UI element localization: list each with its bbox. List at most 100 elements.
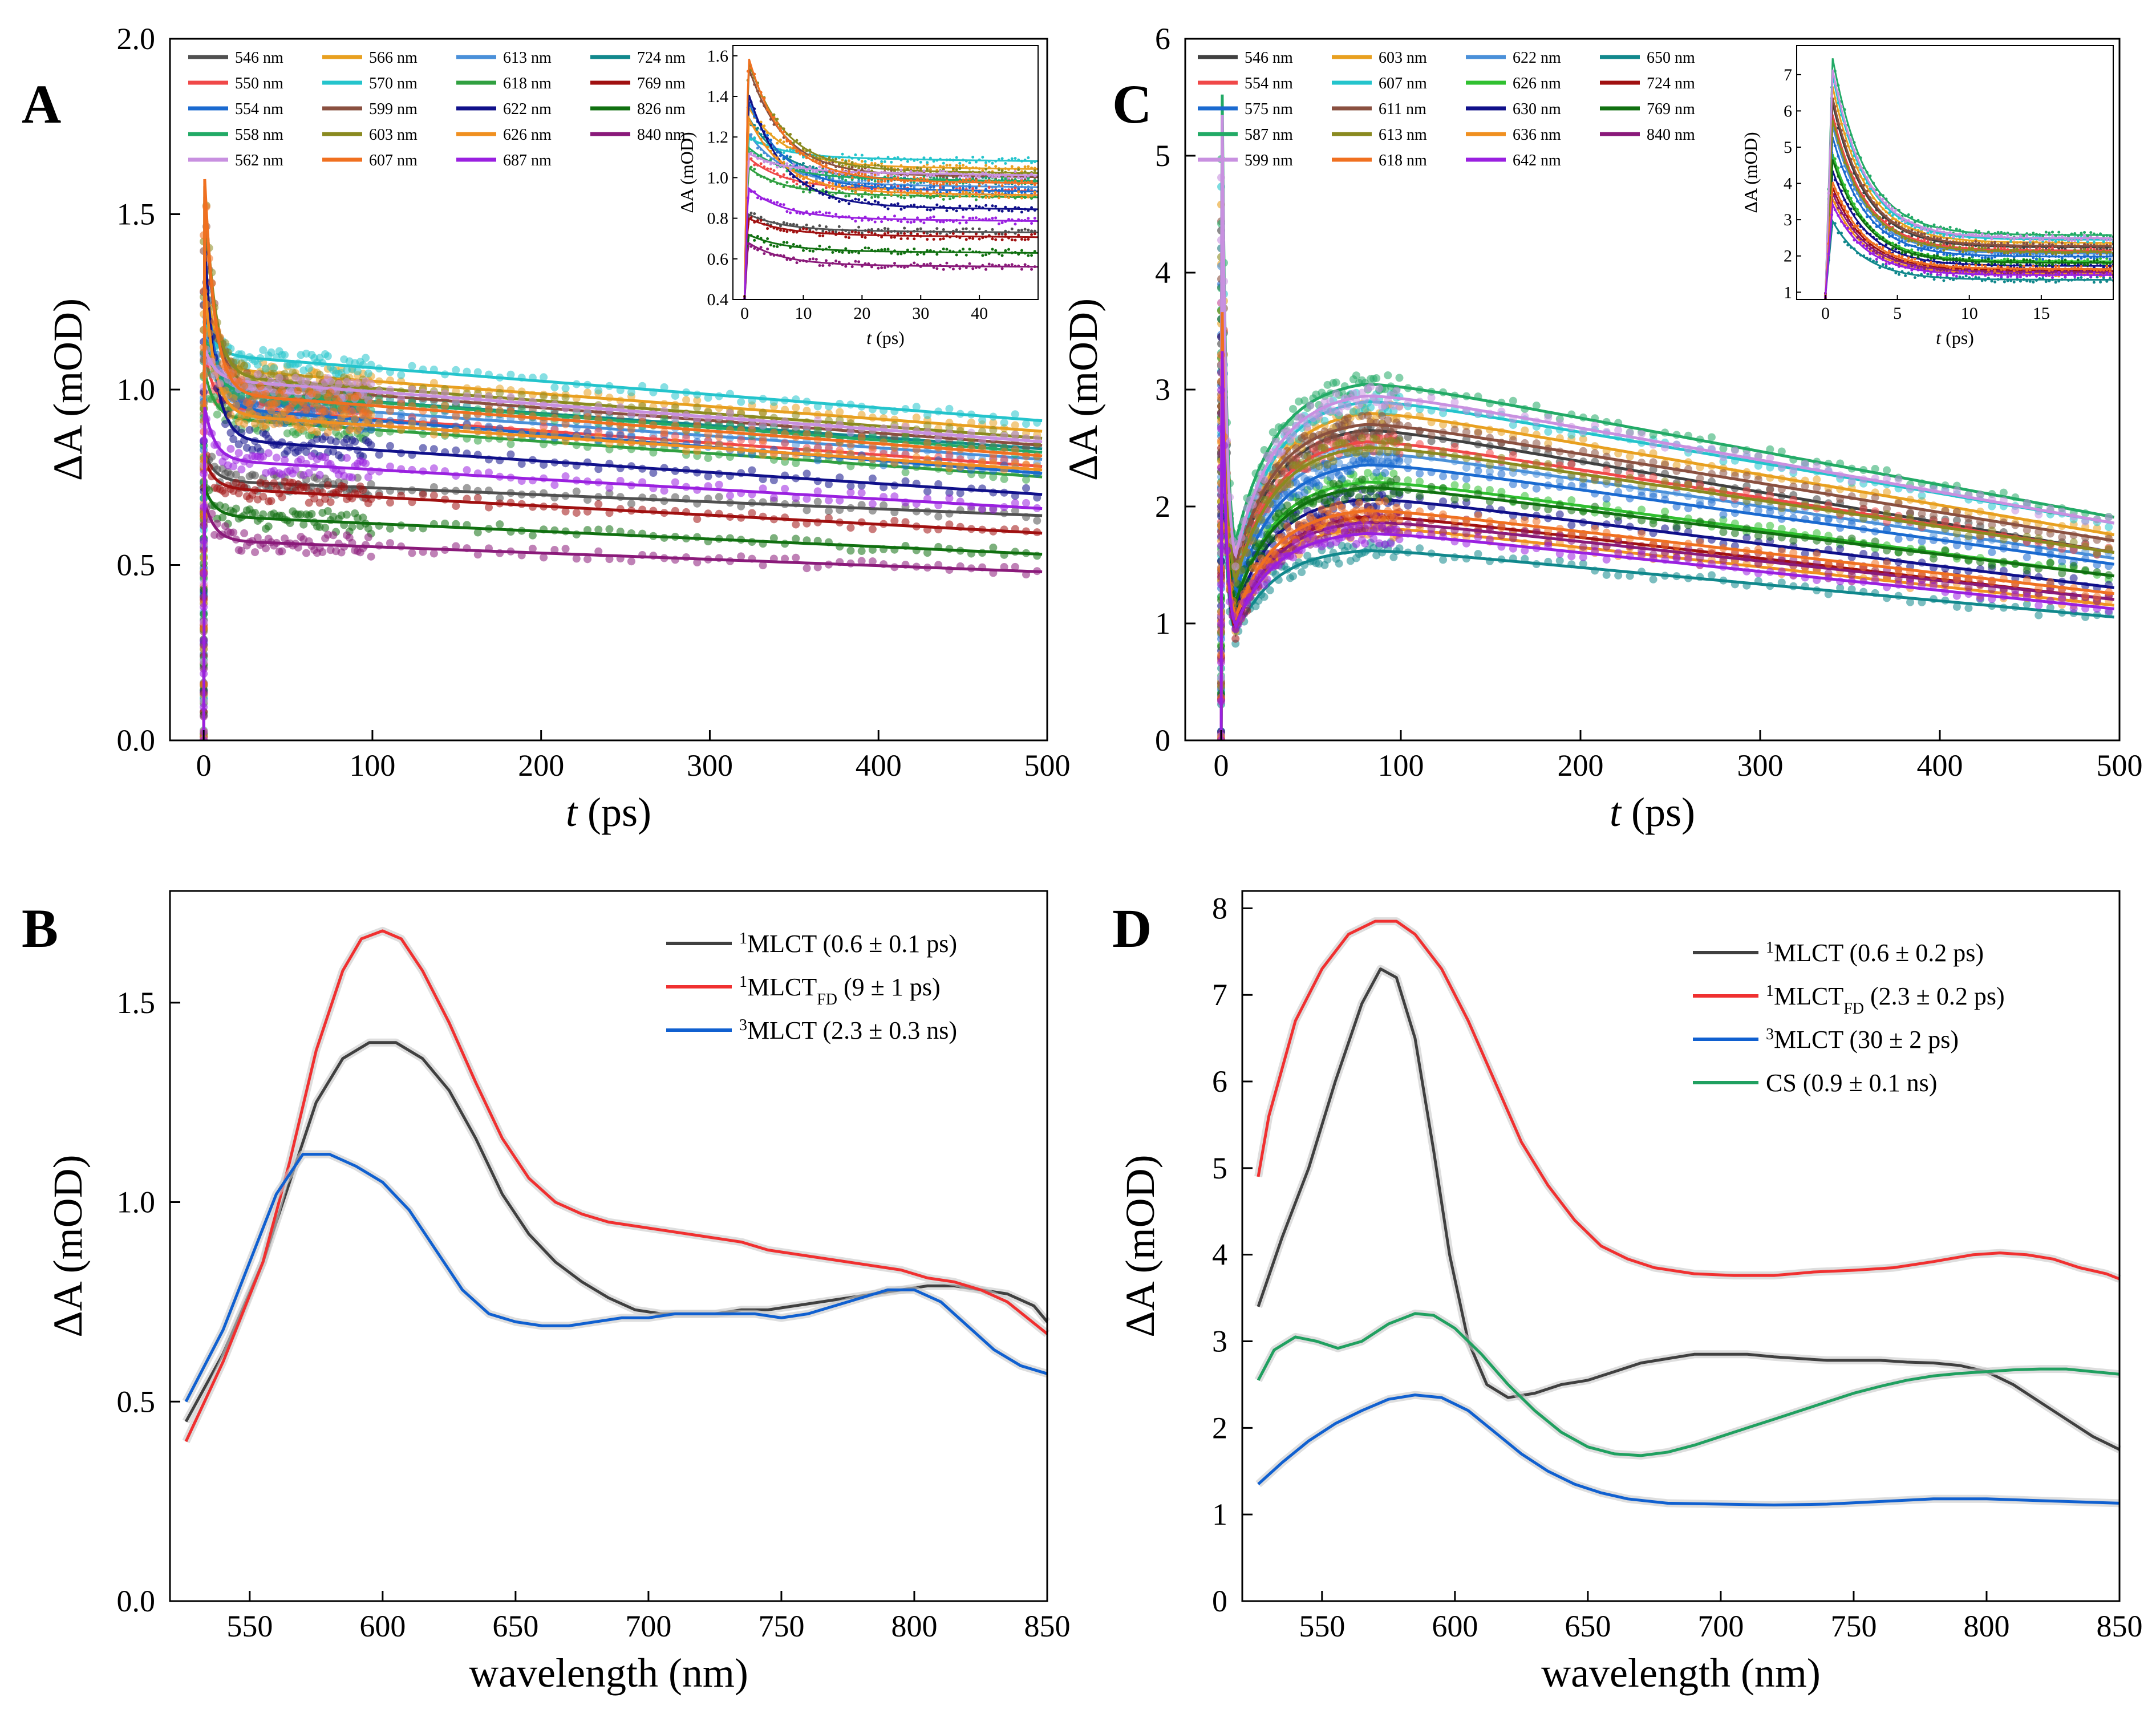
inset-data-point bbox=[964, 238, 968, 241]
data-point bbox=[1011, 460, 1019, 468]
data-point bbox=[267, 497, 275, 505]
inset-data-point bbox=[935, 267, 939, 270]
data-point bbox=[506, 370, 515, 379]
inset-data-point bbox=[994, 191, 998, 194]
inset-data-point bbox=[1010, 175, 1014, 178]
inset-data-point bbox=[893, 214, 897, 218]
data-point bbox=[715, 432, 723, 441]
data-point bbox=[715, 480, 723, 489]
inset-data-point bbox=[896, 184, 899, 188]
data-point bbox=[485, 406, 493, 414]
inset-data-point bbox=[857, 198, 861, 201]
inset-data-point bbox=[1020, 237, 1023, 241]
inset-data-point bbox=[860, 153, 864, 157]
data-point bbox=[348, 522, 356, 531]
data-point bbox=[792, 534, 800, 543]
inset-data-point bbox=[864, 191, 867, 195]
inset-data-point bbox=[1010, 157, 1014, 160]
inset-data-point bbox=[792, 149, 795, 152]
inset-data-point bbox=[906, 160, 909, 163]
inset-data-point bbox=[1007, 196, 1011, 199]
inset-data-point bbox=[877, 187, 880, 190]
data-point bbox=[313, 391, 321, 399]
inset-data-point bbox=[913, 176, 916, 179]
data-point bbox=[824, 480, 833, 488]
data-point bbox=[408, 386, 416, 394]
legend-label: 570 nm bbox=[369, 75, 418, 92]
inset-data-point bbox=[1000, 187, 1004, 191]
inset-fit-line bbox=[744, 217, 1038, 299]
inset-data-point bbox=[821, 171, 825, 175]
data-point bbox=[229, 462, 238, 471]
inset-data-point bbox=[896, 188, 899, 192]
inset-series-626-nm bbox=[743, 115, 1038, 299]
data-point bbox=[583, 555, 592, 564]
data-point bbox=[660, 487, 668, 495]
data-point bbox=[310, 494, 319, 503]
data-point bbox=[506, 407, 515, 416]
inset-data-point bbox=[824, 225, 828, 229]
inset-data-point bbox=[824, 172, 828, 175]
data-point bbox=[342, 453, 351, 462]
data-point bbox=[923, 439, 932, 447]
data-point bbox=[261, 479, 270, 488]
inset-data-point bbox=[785, 241, 789, 244]
inset-data-point bbox=[994, 216, 998, 220]
inset-data-point bbox=[782, 185, 785, 189]
inset-data-point bbox=[962, 164, 965, 167]
inset-data-point bbox=[834, 183, 838, 186]
data-point bbox=[334, 380, 343, 388]
data-point bbox=[1672, 461, 1681, 469]
inset-data-point bbox=[994, 232, 998, 236]
inset-data-point bbox=[951, 186, 955, 189]
data-point bbox=[315, 370, 324, 379]
inset-data-point bbox=[860, 195, 864, 198]
inset-data-point bbox=[860, 160, 864, 163]
inset-data-point bbox=[903, 232, 906, 235]
inset-data-point bbox=[801, 177, 805, 181]
inset-data-point bbox=[844, 247, 848, 250]
data-point bbox=[781, 439, 789, 448]
data-point bbox=[359, 486, 367, 495]
data-point bbox=[1298, 568, 1306, 577]
data-point bbox=[813, 563, 822, 572]
data-point bbox=[594, 432, 603, 441]
data-point bbox=[1474, 550, 1482, 558]
data-point bbox=[340, 483, 348, 491]
A-inset-xlabel: t (ps) bbox=[866, 327, 905, 348]
data-point bbox=[386, 539, 394, 548]
data-point bbox=[594, 500, 603, 508]
data-point bbox=[803, 469, 811, 478]
inset-data-point bbox=[1017, 168, 1020, 171]
inset-data-point bbox=[801, 162, 805, 165]
inset-data-point bbox=[785, 222, 789, 225]
inset-data-point bbox=[812, 257, 815, 261]
data-point bbox=[452, 446, 460, 455]
inset-data-point bbox=[814, 156, 818, 159]
inset-data-point bbox=[776, 165, 779, 169]
inset-data-point bbox=[939, 220, 942, 224]
data-point bbox=[759, 436, 767, 444]
data-point bbox=[1462, 464, 1470, 472]
data-point bbox=[550, 383, 559, 392]
inset-data-point bbox=[883, 227, 886, 230]
data-point bbox=[1022, 499, 1031, 507]
inset-data-point bbox=[955, 228, 958, 232]
inset-data-point bbox=[991, 175, 994, 179]
inset-data-point bbox=[1004, 205, 1007, 209]
inset-data-point bbox=[860, 218, 864, 222]
data-point bbox=[627, 388, 635, 396]
data-point bbox=[846, 524, 855, 532]
inset-data-point bbox=[1014, 157, 1017, 160]
inset-data-point bbox=[867, 168, 870, 172]
inset-data-point bbox=[899, 208, 903, 211]
data-point bbox=[496, 407, 504, 415]
data-point bbox=[824, 443, 833, 452]
data-point bbox=[561, 545, 570, 553]
inset-data-point bbox=[1014, 238, 1017, 242]
inset-data-point bbox=[877, 196, 880, 199]
inset-data-point bbox=[916, 228, 919, 231]
data-point bbox=[605, 430, 614, 439]
inset-data-point bbox=[991, 228, 994, 231]
inset-data-point bbox=[1004, 177, 1007, 180]
